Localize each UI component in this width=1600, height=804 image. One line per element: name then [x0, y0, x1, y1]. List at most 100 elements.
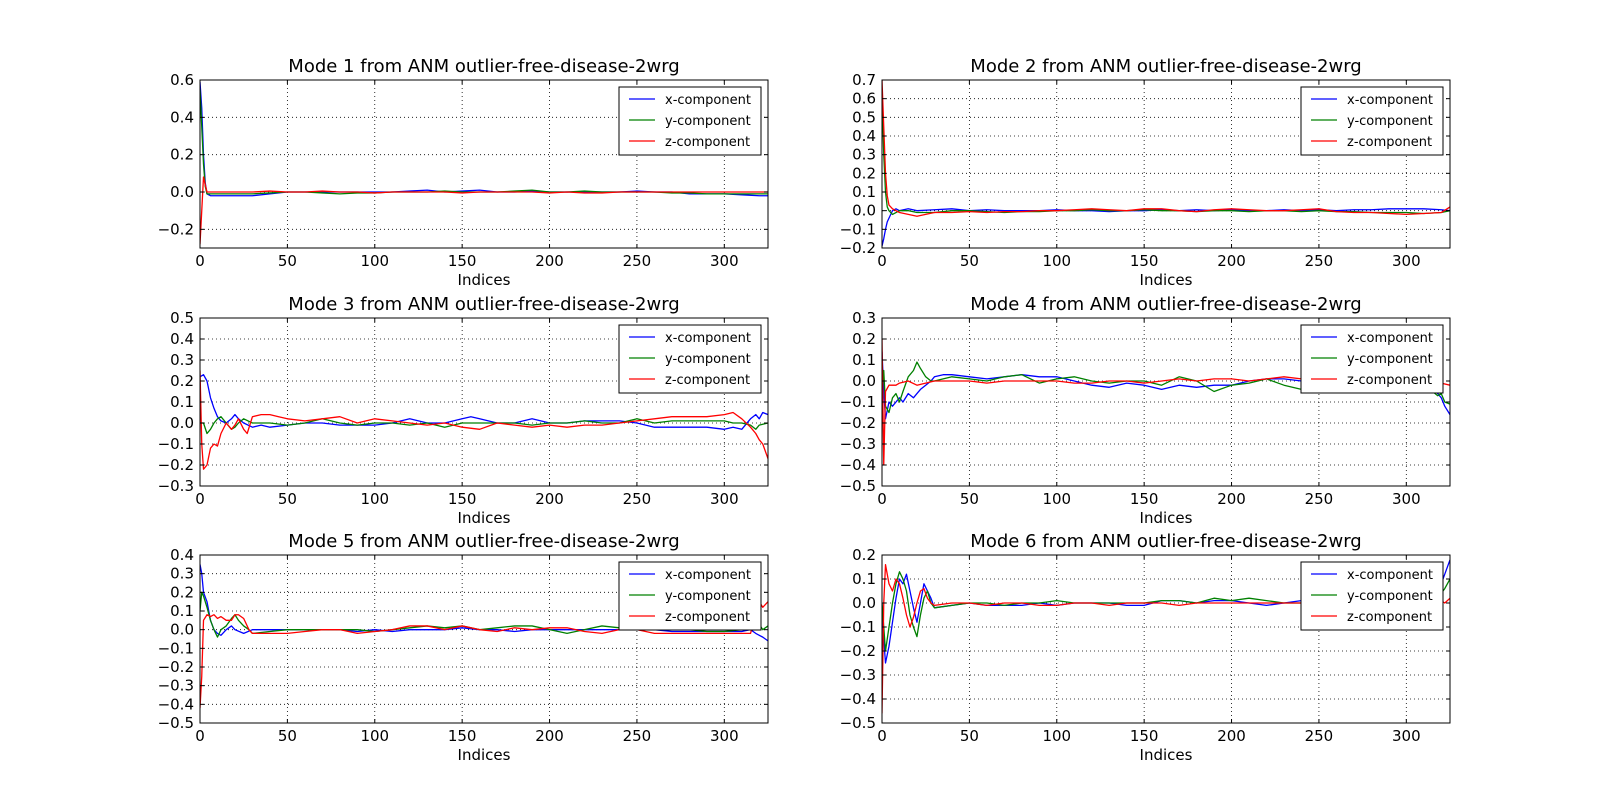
x-axis-label: Indices: [1140, 271, 1193, 289]
y-tick-label: 0.2: [852, 546, 876, 564]
x-tick-label: 0: [195, 727, 205, 745]
x-tick-label: 300: [1392, 727, 1421, 745]
x-tick-label: 150: [448, 490, 477, 508]
y-tick-label: −0.2: [158, 456, 194, 474]
y-tick-label: −0.2: [840, 414, 876, 432]
y-tick-label: −0.4: [840, 690, 876, 708]
chart-panel-2: 0 50 100 150 200 250 300−0.2−0.10.00.10.20.30.…: [840, 56, 1451, 289]
axes-frame: [881, 554, 1451, 724]
y-tick-label: −0.2: [840, 642, 876, 660]
x-tick-label: 100: [1042, 727, 1071, 745]
series-line-z-component: [882, 80, 1450, 217]
x-tick-label: 50: [278, 252, 297, 270]
x-tick-label: 0: [877, 490, 887, 508]
chart-panel-6: 0 50 100 150 200 250 300 −0.5 −0.4 −0.3 −0.2 −0.1 0.…: [840, 531, 1451, 764]
y-tick-label: 0.0: [852, 594, 876, 612]
y-tick-label: 0.1: [852, 351, 876, 369]
legend-box: [1300, 561, 1444, 631]
series-line-z-component: [200, 601, 768, 709]
series-line-z-component: [200, 176, 768, 245]
x-tick-label: 200: [535, 490, 564, 508]
chart-title: Mode 1 from ANM outlier-free-disease-2wr…: [288, 56, 679, 77]
x-tick-label: 250: [623, 727, 652, 745]
legend-label: z-component: [665, 610, 750, 625]
x-tick-label: 100: [360, 727, 389, 745]
x-tick-label: 150: [1130, 490, 1159, 508]
y-tick-label: −0.1: [158, 639, 194, 657]
y-tick-label: −0.3: [840, 666, 876, 684]
legend-label: z-component: [1347, 373, 1432, 388]
x-tick-label: 200: [1217, 490, 1246, 508]
x-tick-label: 250: [1305, 727, 1334, 745]
y-tick-label: 0.2: [170, 372, 194, 390]
y-tick-label: −0.1: [840, 220, 876, 238]
legend: x-component y-component z-component: [618, 561, 762, 631]
y-tick-label: 0.4: [170, 108, 194, 126]
y-tick-label: 0.2: [852, 330, 876, 348]
series-line-x-component: [882, 208, 1450, 247]
x-tick-label: 300: [1392, 252, 1421, 270]
x-tick-label: 150: [448, 252, 477, 270]
legend-box: [618, 561, 762, 631]
legend-label: x-component: [665, 331, 751, 346]
y-tick-label: −0.5: [158, 714, 194, 732]
legend-label: x-component: [1347, 93, 1433, 108]
legend-label: x-component: [1347, 568, 1433, 583]
y-tick-label: −0.2: [158, 658, 194, 676]
x-axis-label: Indices: [458, 509, 511, 527]
legend-label: y-component: [1347, 352, 1433, 367]
series-group: [200, 370, 768, 470]
y-tick-label: −0.1: [840, 393, 876, 411]
chart-title: Mode 3 from ANM outlier-free-disease-2wr…: [288, 294, 679, 315]
x-tick-label: 250: [623, 490, 652, 508]
legend-label: z-component: [1347, 610, 1432, 625]
y-tick-label: −0.5: [840, 477, 876, 495]
chart-title: Mode 2 from ANM outlier-free-disease-2wr…: [970, 56, 1361, 77]
y-tick-label: −0.1: [158, 435, 194, 453]
legend-label: y-component: [1347, 114, 1433, 129]
y-tick-label: 0.1: [852, 183, 876, 201]
x-tick-label: 300: [710, 490, 739, 508]
y-tick-label: 0.0: [852, 372, 876, 390]
y-tick-label: 0.2: [170, 146, 194, 164]
legend: x-component y-component z-component: [1300, 86, 1444, 156]
x-tick-label: 150: [1130, 252, 1159, 270]
chart-panel-5: 0 50 100 150 200 250 300−0.5−0.4−0.3−0.2−0.10.…: [158, 531, 769, 764]
y-tick-label: −0.2: [158, 220, 194, 238]
legend-box: [618, 324, 762, 394]
legend-label: z-component: [1347, 135, 1432, 150]
x-tick-label: 200: [1217, 727, 1246, 745]
x-tick-label: 0: [877, 727, 887, 745]
x-tick-label: 200: [1217, 252, 1246, 270]
legend: x-component y-component z-component: [618, 324, 762, 394]
x-tick-label: 50: [960, 252, 979, 270]
x-tick-label: 50: [278, 727, 297, 745]
y-tick-label: −0.3: [840, 435, 876, 453]
y-tick-label: −0.1: [840, 618, 876, 636]
legend-box: [1300, 86, 1444, 156]
y-tick-label: 0.4: [852, 127, 876, 145]
axes-frame: [199, 79, 769, 249]
series-group: [882, 80, 1450, 247]
y-tick-label: −0.3: [158, 477, 194, 495]
y-tick-label: 0.3: [852, 146, 876, 164]
legend-label: y-component: [665, 114, 751, 129]
legend: x-component y-component z-component: [1300, 324, 1444, 394]
x-tick-label: 100: [360, 490, 389, 508]
y-tick-label: 0.1: [852, 570, 876, 588]
chart-panel-1: 0 50 100 150 200 250 300 −0.2 0.0 0.2 0.4 0.6 Mode 1…: [158, 56, 769, 289]
y-tick-label: −0.5: [840, 714, 876, 732]
y-tick-label: 0.3: [170, 565, 194, 583]
x-tick-label: 0: [877, 252, 887, 270]
x-tick-label: 300: [1392, 490, 1421, 508]
x-tick-label: 150: [1130, 727, 1159, 745]
y-tick-label: 0.6: [170, 71, 194, 89]
x-tick-label: 250: [1305, 490, 1334, 508]
y-tick-label: 0.1: [170, 393, 194, 411]
x-tick-label: 100: [360, 252, 389, 270]
x-tick-label: 50: [278, 490, 297, 508]
x-axis-label: Indices: [458, 271, 511, 289]
x-tick-label: 300: [710, 727, 739, 745]
